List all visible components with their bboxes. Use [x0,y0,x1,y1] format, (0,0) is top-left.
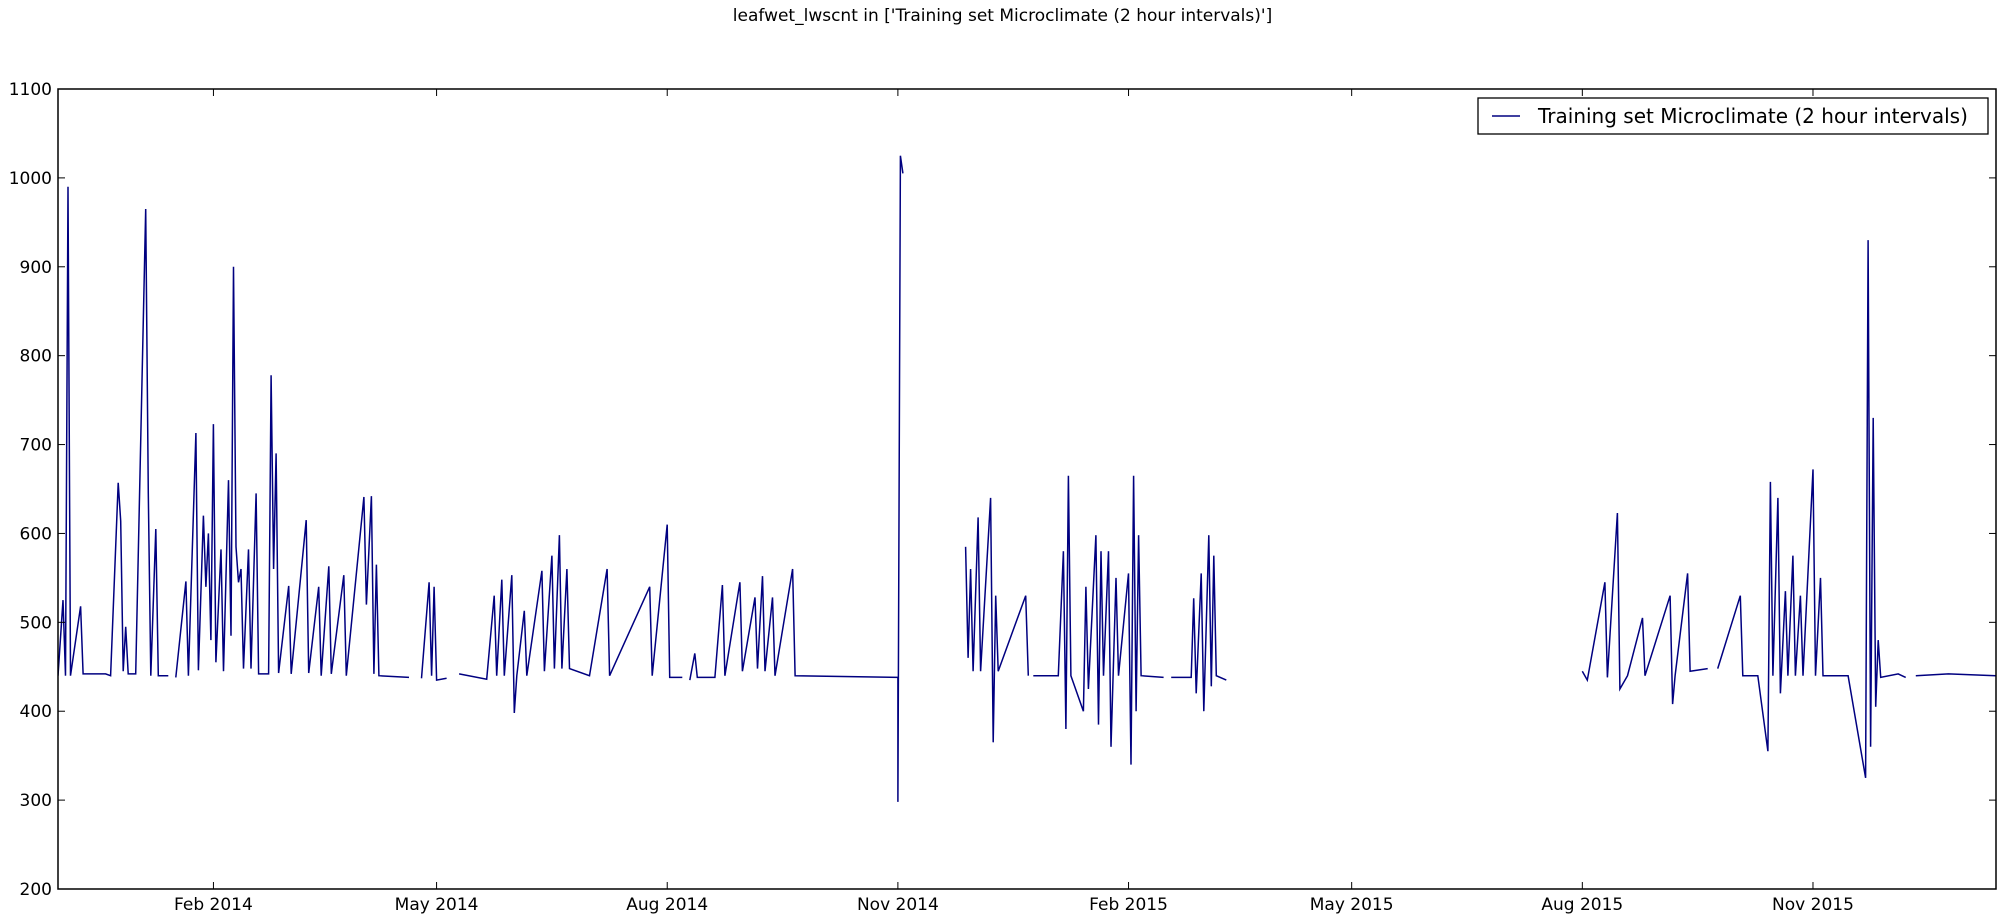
x-tick-label: May 2014 [395,895,479,915]
y-tick-label: 600 [20,524,52,544]
x-tick-label: Nov 2015 [1772,895,1854,915]
y-tick-label: 900 [20,258,52,278]
y-tick-label: 500 [20,613,52,633]
legend: Training set Microclimate (2 hour interv… [1477,97,1989,135]
series-line-segment [1033,475,1164,765]
x-tick-label: Feb 2015 [1089,895,1168,915]
x-tick-label: Aug 2014 [626,895,708,915]
series-line-segment [420,582,447,681]
y-tick-label: 200 [20,880,52,900]
series-line-segment [1716,240,1907,779]
x-tick-label: Feb 2014 [174,895,253,915]
tick-layer: 200 300 400 500 600 700 800 900 1000 1100 Feb 2014… [9,80,1996,915]
series-line-segment [1915,673,1996,677]
chart-title: leafwet_lwscnt in ['Training set Microcl… [732,6,1273,26]
series-line-segment [175,266,410,679]
series-layer [58,155,1996,802]
y-tick-label: 800 [20,347,52,367]
series-line-segment [1171,535,1227,712]
y-tick-label: 400 [20,702,52,722]
y-tick-label: 300 [20,791,52,811]
y-tick-label: 700 [20,436,52,456]
series-line-segment [964,497,1030,743]
series-line-segment [1581,512,1708,705]
x-tick-label: May 2015 [1310,895,1394,915]
y-tick-label: 1100 [9,80,52,100]
legend-box [1477,97,1989,135]
y-tick-label: 1000 [9,169,52,189]
legend-label: Training set Microclimate (2 hour interv… [1537,104,1968,128]
x-tick-label: Nov 2014 [857,895,939,915]
series-line-segment [58,186,169,677]
axes-frame [57,88,1997,890]
x-tick-label: Aug 2015 [1541,895,1623,915]
series-line-segment [689,155,904,802]
series-line-segment [458,524,683,714]
